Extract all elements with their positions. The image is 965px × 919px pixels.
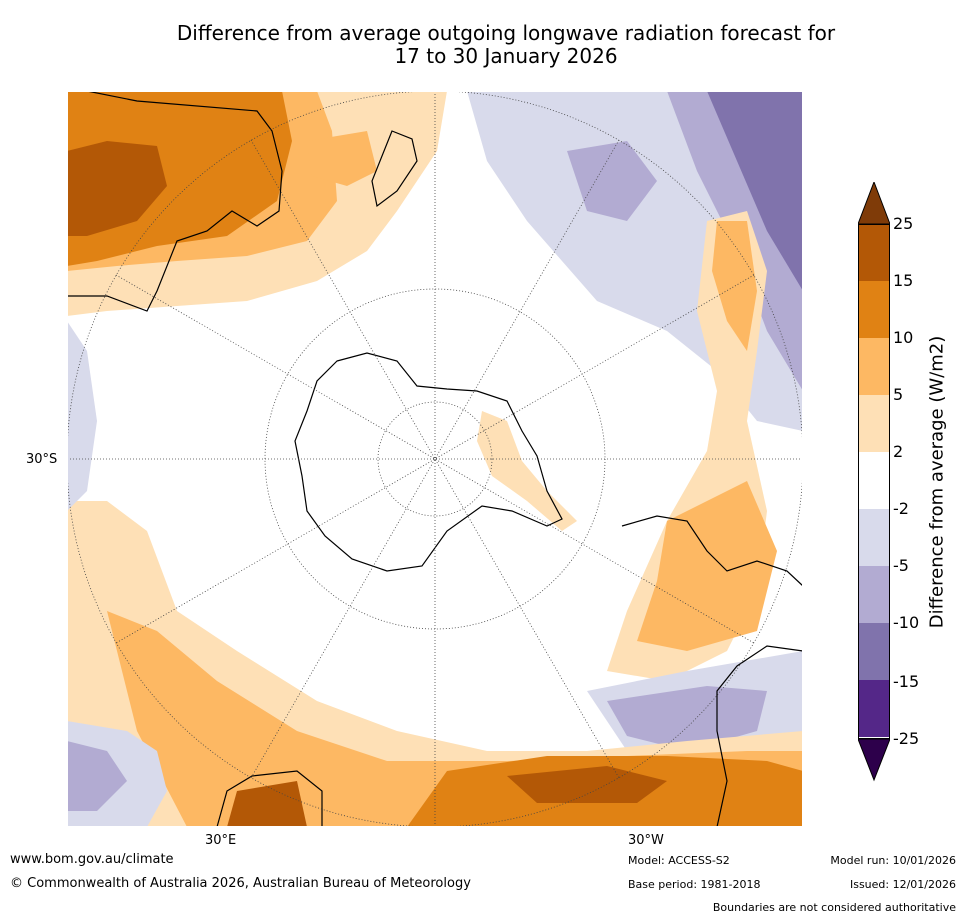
anomaly-aus-15-25 <box>67 141 167 236</box>
south-america-coastline <box>621 515 803 827</box>
colorbar-tick-10: 10 <box>893 328 914 347</box>
colorbar-band-10-15 <box>858 281 890 338</box>
title-line-1: Difference from average outgoing longwav… <box>176 21 836 45</box>
africa-coastline <box>216 770 323 827</box>
anomaly-atl-15-25 <box>507 766 667 803</box>
anomaly-sam-5-10 <box>712 221 757 351</box>
australia-coastline <box>67 91 283 312</box>
anomaly-nz-5-10 <box>307 131 377 186</box>
graticule <box>67 91 803 827</box>
colorbar-band-n5-n10 <box>858 566 890 623</box>
anomaly-pac-n5-10b <box>567 141 657 221</box>
colorbar-tick-neg2: -2 <box>893 499 909 518</box>
anomaly-sam-n5-10 <box>607 686 767 751</box>
lon-label-30e: 30°E <box>205 833 237 848</box>
footer-base-period: Base period: 1981-2018 <box>628 878 761 891</box>
anomaly-saf-15-25 <box>227 781 307 827</box>
colorbar <box>857 180 891 782</box>
title-line-2: 17 to 30 January 2026 <box>394 44 618 68</box>
colorbar-tick-neg15: -15 <box>893 672 920 691</box>
colorbar-tick-neg10: -10 <box>893 613 920 632</box>
colorbar-extend-high <box>857 180 891 225</box>
colorbar-band-n10-n15 <box>858 623 890 680</box>
colorbar-tick-neg5: -5 <box>893 556 909 575</box>
colorbar-title: Difference from average (W/m2) <box>926 335 948 629</box>
colorbar-band-neutral <box>858 452 890 509</box>
colorbar-band-n2-n5 <box>858 509 890 566</box>
nz-coastline <box>371 130 418 208</box>
antarctica-coastline <box>294 352 563 572</box>
colorbar-tick-neg25: -25 <box>893 729 920 748</box>
footer-model-run: Model run: 10/01/2026 <box>830 854 956 867</box>
colorbar-tick-25: 25 <box>893 214 914 233</box>
map-title: Difference from average outgoing longwav… <box>66 22 946 68</box>
footer-website: www.bom.gov.au/climate <box>10 852 174 867</box>
anomaly-left-n2-5 <box>67 321 97 511</box>
footer-copyright: © Commonwealth of Australia 2026, Austra… <box>10 876 471 891</box>
footer-issued: Issued: 12/01/2026 <box>849 878 956 891</box>
lat-label-30s: 30°S <box>26 452 58 467</box>
colorbar-band-2-5 <box>858 395 890 452</box>
anomaly-sam-5-10b <box>637 481 777 651</box>
colorbar-tick-5: 5 <box>893 385 904 404</box>
footer-disclaimer: Boundaries are not considered authoritat… <box>712 901 956 914</box>
colorbar-band-15-25 <box>858 224 890 281</box>
polar-map <box>67 91 803 827</box>
colorbar-band-5-10 <box>858 338 890 395</box>
lon-label-30w: 30°W <box>628 833 664 848</box>
anomaly-sw-n5-10 <box>67 741 127 811</box>
footer-model: Model: ACCESS-S2 <box>628 854 730 867</box>
anomaly-pac-n10-15 <box>707 91 803 291</box>
colorbar-extend-low <box>857 738 891 782</box>
colorbar-band-n15-n25 <box>858 680 890 737</box>
colorbar-tick-15: 15 <box>893 271 914 290</box>
colorbar-tick-2: 2 <box>893 442 904 461</box>
